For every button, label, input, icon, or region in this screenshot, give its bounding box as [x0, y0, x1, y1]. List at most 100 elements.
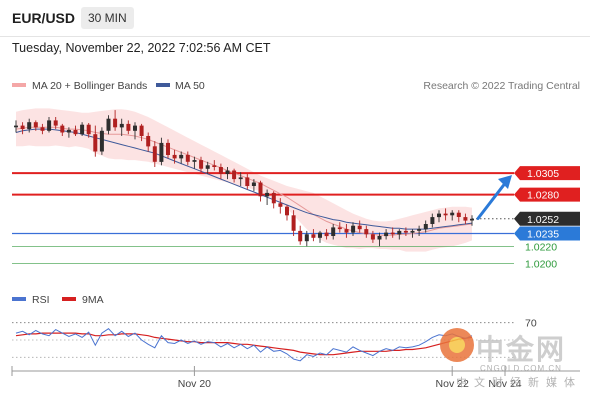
candle-body — [370, 234, 375, 240]
target-arrow — [476, 175, 512, 220]
candle-body — [53, 120, 58, 126]
candle-body — [192, 160, 197, 162]
candle-body — [47, 120, 52, 131]
candle-body — [146, 136, 151, 147]
candle-body — [66, 129, 71, 133]
candle-body — [40, 127, 45, 131]
candle-body — [258, 182, 263, 197]
rsi-ma-swatch — [62, 297, 76, 301]
candle-body — [238, 177, 243, 180]
candle-body — [119, 123, 124, 128]
candle-body — [166, 142, 170, 155]
rsi-ma-legend-label: 9MA — [82, 294, 104, 306]
candle-body — [225, 170, 230, 174]
candle-body — [278, 203, 283, 207]
level-lines — [12, 172, 514, 265]
bollinger-band — [16, 108, 472, 252]
candle-body — [324, 232, 329, 237]
rsi-ma-line — [15, 332, 473, 356]
moving-averages — [15, 126, 473, 236]
time-axis: Nov 20 Nov 22 Nov 24 — [11, 366, 580, 390]
target-arrow-shaft — [476, 180, 508, 220]
candle-body — [185, 154, 190, 162]
candlesticks — [14, 110, 474, 247]
candle-body — [93, 134, 98, 152]
bollinger-band-area — [16, 108, 472, 252]
bollinger-legend-label: MA 20 + Bollinger Bands — [32, 80, 147, 92]
candle-body — [205, 165, 210, 169]
ma50-swatch — [156, 83, 170, 87]
candle-body — [265, 192, 270, 197]
candle-body — [73, 129, 78, 135]
time-label-nov-20: Nov 20 — [178, 378, 211, 390]
candle-body — [450, 212, 455, 216]
rsi-legend: RSI 9MA — [12, 294, 104, 306]
candle-body — [60, 125, 65, 133]
level-label-1-0252: 1.0252 — [527, 214, 559, 226]
watermark-brand: 中金网 — [476, 333, 567, 366]
main-legend: MA 20 + Bollinger Bands MA 50 Research ©… — [12, 80, 580, 92]
candle-body — [113, 118, 118, 128]
level-label-1-0280: 1.0280 — [527, 190, 559, 202]
candle-body — [20, 125, 25, 130]
candle-body — [337, 227, 342, 230]
candle-body — [80, 124, 85, 135]
rsi-line — [15, 328, 473, 362]
level-label-1-0252-box — [514, 211, 580, 226]
candle-body — [245, 177, 250, 186]
header-divider — [0, 36, 590, 37]
watermark-slogan: 中文财经新媒体 — [456, 376, 582, 389]
symbol-title: EUR/USD — [12, 10, 76, 26]
ma20-line — [15, 126, 473, 236]
candle-body — [172, 154, 177, 159]
candle-body — [133, 125, 137, 131]
candle-body — [437, 213, 441, 218]
ma50-legend-label: MA 50 — [175, 80, 205, 92]
time-label-nov-22: Nov 22 — [436, 378, 469, 390]
level-label-1-0305-box — [514, 166, 580, 181]
bollinger-swatch — [12, 83, 26, 87]
candle-body — [443, 213, 448, 216]
candle-body — [291, 215, 296, 231]
candle-body — [377, 236, 382, 240]
candle-body — [179, 154, 184, 159]
candle-body — [271, 192, 276, 204]
level-label-1-0235: 1.0235 — [527, 229, 559, 241]
chart-header: EUR/USD 30 MIN — [0, 0, 590, 36]
candle-body — [410, 230, 415, 233]
candle-body — [384, 232, 389, 237]
cngold-logo-icon — [440, 328, 474, 362]
candle-body — [139, 125, 144, 136]
candle-body — [86, 124, 91, 135]
candle-body — [14, 125, 18, 128]
candle-body — [390, 232, 395, 235]
candle-body — [33, 122, 38, 128]
candle-body — [298, 230, 303, 242]
candle-body — [99, 130, 104, 152]
level-label-1-0235-box — [514, 226, 580, 241]
candle-body — [351, 225, 356, 233]
rsi-level-label-70: 70 — [525, 318, 537, 330]
time-label-nov-24: Nov 24 — [488, 378, 521, 390]
candle-body — [159, 142, 164, 162]
candle-body — [251, 182, 256, 186]
candle-body — [331, 227, 336, 236]
candle-body — [126, 123, 131, 131]
candle-body — [218, 167, 223, 174]
target-arrow-head — [498, 175, 512, 190]
candle-body — [285, 206, 289, 216]
candle-body — [27, 122, 32, 130]
research-credit: Research © 2022 Trading Central — [423, 80, 580, 92]
candle-body — [423, 224, 428, 230]
candle-body — [403, 230, 408, 233]
candle-body — [212, 165, 217, 167]
candle-body — [232, 170, 237, 180]
level-label-1-0305: 1.0305 — [527, 168, 559, 180]
candle-body — [364, 229, 369, 235]
rsi-panel: 70 — [12, 318, 537, 362]
candle-body — [463, 217, 468, 221]
timeframe-badge[interactable]: 30 MIN — [81, 7, 134, 29]
candle-body — [199, 160, 204, 169]
candle-body — [106, 118, 111, 131]
